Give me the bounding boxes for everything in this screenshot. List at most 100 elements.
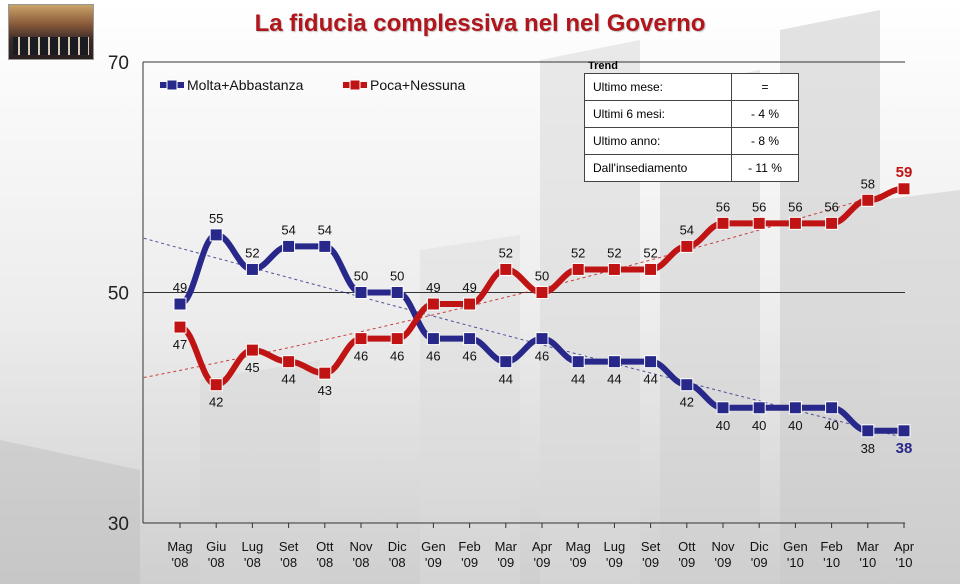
x-tick-label: Nov [711, 539, 735, 554]
trend-row-label: Ultimo anno: [584, 127, 732, 155]
data-point [354, 332, 368, 346]
data-label: 56 [752, 199, 766, 214]
trend-label: Trend [588, 60, 618, 72]
data-label: 44 [571, 372, 585, 387]
x-tick-label: '09 [570, 555, 587, 570]
data-point [716, 401, 730, 415]
trend-row-label: Ultimo mese: [584, 73, 732, 101]
trend-row-value: - 11 % [731, 154, 799, 182]
data-point [245, 343, 259, 357]
x-tick-label: Feb [820, 539, 842, 554]
data-label: 49 [426, 280, 440, 295]
trend-row-label: Dall'insediamento [584, 154, 732, 182]
x-tick-label: '08 [244, 555, 261, 570]
data-point [354, 286, 368, 299]
data-point [318, 366, 332, 380]
x-tick-label: Ott [678, 539, 696, 554]
x-tick-label: '09 [425, 555, 442, 570]
data-label: 42 [209, 395, 223, 410]
x-tick-label: '09 [751, 555, 768, 570]
chart-title: La fiducia complessiva nel nel Governo [254, 10, 706, 37]
data-label: 54 [680, 222, 694, 237]
data-point [463, 297, 477, 311]
data-point [644, 355, 658, 369]
x-tick-label: Lug [242, 539, 264, 554]
data-label: 44 [281, 372, 295, 387]
y-tick-label: 30 [108, 514, 129, 535]
x-tick-label: '09 [715, 555, 732, 570]
x-tick-label: Mar [857, 539, 880, 554]
data-label: 40 [788, 418, 802, 433]
x-tick-label: Feb [458, 539, 480, 554]
x-tick-label: Mag [566, 539, 591, 554]
x-tick-label: Gen [421, 539, 446, 554]
x-tick-label: '10 [823, 555, 840, 570]
data-point [535, 286, 549, 299]
data-label: 45 [245, 360, 259, 375]
data-label: 40 [752, 418, 766, 433]
x-tick-label: Giu [206, 539, 226, 554]
data-point [788, 401, 802, 415]
data-point [209, 378, 223, 392]
x-tick-label: '10 [896, 555, 913, 570]
trend-row-label: Ultimi 6 mesi: [584, 100, 732, 128]
data-label: 47 [173, 337, 187, 352]
trend-row-value: - 8 % [731, 127, 799, 155]
data-label: 46 [462, 349, 476, 364]
data-label: 40 [824, 418, 838, 433]
data-point [499, 355, 513, 369]
data-point [426, 332, 440, 346]
data-point [825, 216, 839, 230]
data-label: 50 [354, 269, 368, 284]
x-tick-label: '09 [461, 555, 478, 570]
data-point [680, 239, 694, 253]
x-tick-label: '08 [316, 555, 333, 570]
data-point [318, 239, 332, 253]
data-label: 38 [896, 440, 913, 457]
data-label: 52 [643, 245, 657, 260]
x-tick-label: '09 [642, 555, 659, 570]
data-point [282, 239, 296, 253]
data-label: 40 [716, 418, 730, 433]
data-label: 54 [281, 222, 295, 237]
data-label: 46 [426, 349, 440, 364]
x-tick-label: '10 [787, 555, 804, 570]
x-tick-label: Gen [783, 539, 808, 554]
trend-row: Ultimo mese: = [584, 73, 799, 101]
data-label: 50 [390, 269, 404, 284]
legend-marker [349, 79, 361, 91]
x-tick-label: Dic [750, 539, 769, 554]
data-label: 42 [680, 395, 694, 410]
data-point [825, 401, 839, 415]
x-tick-label: '08 [389, 555, 406, 570]
data-point [535, 332, 549, 346]
data-point [752, 401, 766, 415]
x-tick-label: Set [641, 539, 661, 554]
data-point [861, 424, 875, 438]
data-point [607, 262, 621, 276]
x-tick-label: '08 [208, 555, 225, 570]
data-point [897, 182, 911, 196]
trend-table: Ultimo mese: = Ultimi 6 mesi: - 4 % Ulti… [584, 73, 799, 182]
x-tick-label: '10 [859, 555, 876, 570]
data-label: 55 [209, 211, 223, 226]
data-label: 56 [788, 199, 802, 214]
x-tick-label: Nov [349, 539, 373, 554]
x-tick-label: '09 [497, 555, 514, 570]
data-label: 43 [318, 383, 332, 398]
data-point [571, 355, 585, 369]
data-label: 54 [318, 222, 332, 237]
data-label: 59 [896, 164, 913, 181]
data-label: 38 [861, 441, 875, 456]
data-label: 44 [643, 372, 657, 387]
y-tick-label: 50 [108, 284, 129, 305]
data-label: 49 [462, 280, 476, 295]
data-point [788, 216, 802, 230]
data-label: 52 [607, 245, 621, 260]
data-point [426, 297, 440, 311]
y-tick-label: 70 [108, 53, 129, 74]
x-tick-label: Lug [604, 539, 626, 554]
data-label: 49 [173, 280, 187, 295]
data-point [390, 332, 404, 346]
x-tick-label: '08 [280, 555, 297, 570]
